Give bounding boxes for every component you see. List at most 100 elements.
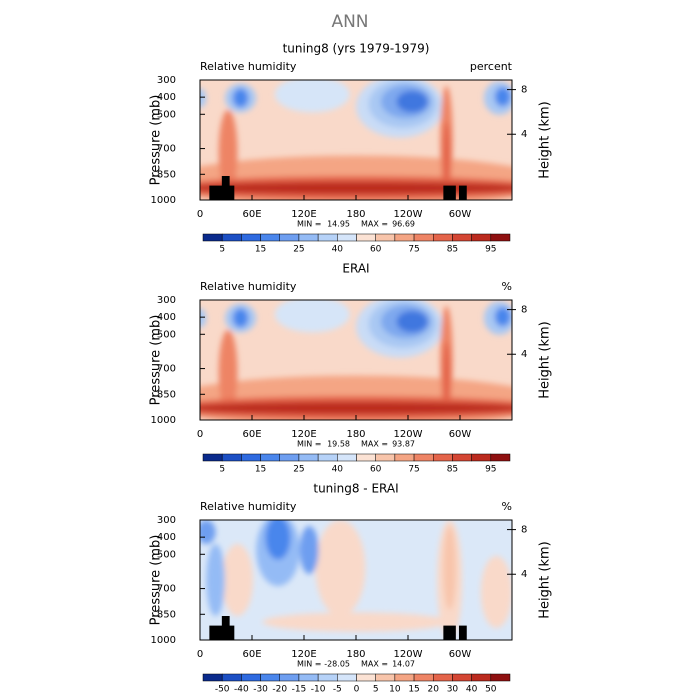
contour-fill bbox=[265, 520, 291, 560]
contour-fill bbox=[200, 402, 512, 414]
colorbar-box bbox=[241, 453, 261, 462]
colorbar-box bbox=[375, 233, 396, 242]
colorbar-box bbox=[241, 233, 261, 242]
contour-fill bbox=[200, 182, 512, 194]
y-tick-label: 850 bbox=[157, 169, 176, 180]
colorbar-box bbox=[221, 453, 242, 462]
y-tick-label: 1000 bbox=[151, 195, 176, 206]
contour-fill bbox=[494, 87, 511, 107]
colorbar-box bbox=[202, 233, 223, 242]
colorbar-box bbox=[394, 673, 415, 682]
panel-title: tuning8 - ERAI bbox=[313, 482, 398, 496]
colorbar-box bbox=[413, 673, 434, 682]
y2-axis-label: Height (km) bbox=[538, 541, 553, 618]
y-tick-label: 500 bbox=[157, 549, 176, 560]
colorbar-label: -15 bbox=[292, 685, 307, 695]
y-tick-label: 700 bbox=[157, 144, 176, 155]
colorbar-label: 50 bbox=[485, 685, 497, 695]
figure-title: ANN bbox=[331, 12, 368, 32]
colorbar-box bbox=[375, 673, 396, 682]
topography bbox=[443, 625, 456, 640]
contour-fill bbox=[442, 122, 451, 194]
y-axis-label: Pressure (mb) bbox=[149, 315, 164, 406]
contour-fill bbox=[200, 88, 207, 108]
contour-field bbox=[200, 520, 512, 640]
y2-tick-label: 8 bbox=[521, 525, 527, 536]
colorbar-label: 25 bbox=[293, 245, 304, 255]
colorbar-label: 15 bbox=[255, 465, 266, 475]
colorbar-box bbox=[279, 233, 300, 242]
x-tick-label: 60W bbox=[449, 209, 472, 220]
colorbar-label: -40 bbox=[234, 685, 249, 695]
colorbar-label: 60 bbox=[370, 465, 382, 475]
contour-field bbox=[200, 300, 512, 420]
colorbar-box bbox=[394, 453, 415, 462]
y-tick-label: 400 bbox=[157, 92, 176, 103]
contour-fill bbox=[221, 544, 254, 616]
x-tick-label: 60E bbox=[242, 209, 261, 220]
colorbar-box bbox=[202, 673, 223, 682]
max-value: 14.07 bbox=[392, 660, 415, 669]
left-label: Relative humidity bbox=[200, 500, 297, 513]
colorbar-label: -10 bbox=[311, 685, 326, 695]
colorbar-label: 85 bbox=[447, 465, 458, 475]
panel-title: tuning8 (yrs 1979-1979) bbox=[283, 42, 430, 56]
colorbar-box bbox=[279, 673, 300, 682]
max-value: 96.69 bbox=[392, 220, 415, 229]
right-label: % bbox=[502, 280, 512, 293]
colorbar-label: 15 bbox=[408, 685, 419, 695]
contour-fill bbox=[315, 520, 366, 616]
y-axis-label: Pressure (mb) bbox=[149, 535, 164, 626]
colorbar-box bbox=[260, 233, 280, 242]
x-tick-label: 120E bbox=[291, 649, 316, 660]
colorbar-box bbox=[337, 233, 357, 242]
y-tick-label: 700 bbox=[157, 584, 176, 595]
min-value: 14.95 bbox=[327, 220, 350, 229]
contour-fill bbox=[200, 308, 207, 328]
x-tick-label: 60W bbox=[449, 649, 472, 660]
y-tick-label: 500 bbox=[157, 329, 176, 340]
right-label: percent bbox=[470, 60, 513, 73]
x-tick-label: 180 bbox=[346, 429, 365, 440]
contour-layers bbox=[200, 520, 512, 640]
colorbar-label: 40 bbox=[332, 465, 344, 475]
min-value: -28.05 bbox=[324, 660, 350, 669]
colorbar-box bbox=[279, 453, 300, 462]
contour-fill bbox=[274, 300, 350, 333]
contour-field bbox=[200, 80, 512, 200]
x-tick-label: 180 bbox=[346, 649, 365, 660]
colorbar-box bbox=[452, 233, 472, 242]
colorbar-box bbox=[202, 453, 223, 462]
y-tick-label: 850 bbox=[157, 609, 176, 620]
max-value: 93.87 bbox=[392, 440, 415, 449]
colorbar-label: 15 bbox=[255, 245, 266, 255]
contour-fill bbox=[232, 88, 249, 108]
contour-fill bbox=[218, 330, 238, 414]
contour-fill bbox=[396, 310, 428, 333]
x-tick-label: 120W bbox=[394, 649, 423, 660]
min-value: 19.58 bbox=[327, 440, 350, 449]
colorbar-box bbox=[490, 453, 511, 462]
y-axis-label: Pressure (mb) bbox=[149, 95, 164, 186]
colorbar-box bbox=[317, 453, 338, 462]
contour-fill bbox=[200, 520, 216, 544]
colorbar-box bbox=[356, 453, 376, 462]
contour-fill bbox=[262, 612, 450, 632]
contour-fill bbox=[218, 110, 238, 194]
contour-layers bbox=[200, 300, 512, 420]
colorbar-label: 20 bbox=[428, 685, 440, 695]
colorbar-box bbox=[260, 453, 280, 462]
colorbar-label: 95 bbox=[485, 245, 496, 255]
colorbar-box bbox=[413, 453, 434, 462]
topography bbox=[458, 625, 467, 640]
y-tick-label: 1000 bbox=[151, 415, 176, 426]
colorbar-box bbox=[337, 673, 357, 682]
colorbar-box bbox=[298, 233, 319, 242]
colorbar-box bbox=[452, 453, 472, 462]
contour-fill bbox=[443, 526, 456, 610]
colorbar-box bbox=[356, 673, 376, 682]
y2-axis-label: Height (km) bbox=[538, 101, 553, 178]
x-tick-label: 120W bbox=[394, 429, 423, 440]
colorbar-box bbox=[317, 233, 338, 242]
